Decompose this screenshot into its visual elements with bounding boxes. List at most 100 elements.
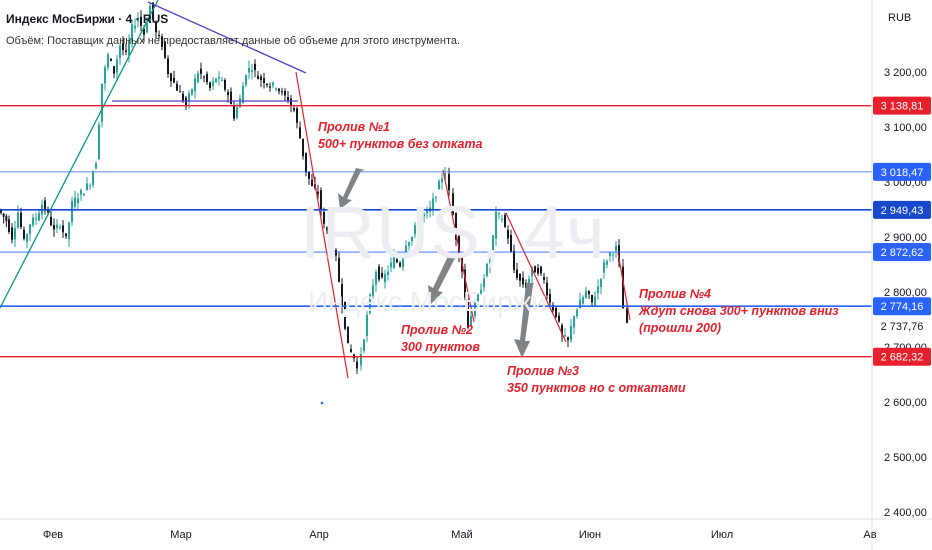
candle-body <box>626 308 628 323</box>
candle-body <box>221 80 223 82</box>
x-tick-label: Апр <box>309 529 328 541</box>
candle-body <box>552 305 554 311</box>
annotation-drop2: Пролив №2 300 пунктов <box>401 322 480 356</box>
candle-body <box>209 82 211 88</box>
candle-body <box>350 349 352 352</box>
x-tick-label: Ав <box>863 529 876 541</box>
candle-body <box>266 83 268 85</box>
candle-body <box>149 5 151 23</box>
candle-body <box>507 230 509 239</box>
candle-body <box>537 267 539 274</box>
annotation-drop4: Пролив №4 Ждут снова 300+ пунктов вниз (… <box>639 286 839 337</box>
candle-body <box>245 75 247 85</box>
candle-body <box>492 235 494 257</box>
candle-body <box>80 190 82 195</box>
candle-body <box>140 16 142 26</box>
level-price-tag <box>873 297 931 316</box>
annotation-line: Пролив №1 <box>318 120 390 134</box>
candle-body <box>263 78 265 83</box>
uptrend-line <box>0 0 159 309</box>
candle-body <box>347 326 349 344</box>
candle-body <box>272 82 274 86</box>
x-tick-label: Мар <box>170 529 192 541</box>
candle-body <box>455 213 457 240</box>
candle-body <box>50 216 52 226</box>
candle-body <box>426 209 428 214</box>
candle-body <box>317 191 319 194</box>
candle-body <box>131 24 133 42</box>
candle-body <box>254 63 256 71</box>
candle-body <box>308 171 310 179</box>
candles <box>0 2 628 374</box>
watermark-name: Индекс МосБиржи <box>308 286 548 317</box>
candle-body <box>498 213 500 215</box>
candle-body <box>0 209 2 213</box>
annotation-line: Пролив №2 <box>401 323 473 337</box>
candle-body <box>603 262 605 273</box>
candle-body <box>378 266 380 280</box>
candle-body <box>293 108 295 111</box>
candle-body <box>26 234 28 243</box>
candle-body <box>257 75 259 79</box>
candle-body <box>366 314 368 336</box>
candle-body <box>417 223 419 228</box>
last-price-label: 2 737,76 <box>881 321 924 333</box>
candle-body <box>17 212 19 228</box>
candle-body <box>20 212 22 227</box>
candle-body <box>467 299 469 328</box>
candle-body <box>215 78 217 83</box>
candle-body <box>2 213 5 217</box>
candle-body <box>89 185 91 187</box>
currency-label[interactable]: RUB <box>888 12 912 24</box>
candle-body <box>411 236 413 242</box>
candle-body <box>338 257 340 282</box>
candle-body <box>167 58 169 74</box>
candle-body <box>296 108 298 123</box>
candle-body <box>305 152 307 173</box>
candle-body <box>396 259 398 263</box>
candle-body <box>546 282 548 296</box>
candle-body <box>543 277 545 281</box>
candle-body <box>423 213 425 217</box>
candle-body <box>363 339 365 351</box>
candle-body <box>59 226 61 228</box>
drop4-line <box>617 252 631 321</box>
candle-body <box>420 217 422 223</box>
candle-body <box>390 262 392 268</box>
level-price-label: 2 682,32 <box>881 352 924 364</box>
candle-body <box>477 294 479 305</box>
candle-body <box>35 218 37 220</box>
candle-body <box>107 54 109 68</box>
annotation-line: 350 пунктов но с откатами <box>507 381 686 395</box>
candle-body <box>230 91 232 105</box>
candle-body <box>38 213 40 221</box>
candle-body <box>248 67 250 73</box>
candle-body <box>360 354 362 366</box>
candle-body <box>564 335 566 337</box>
candle-body <box>591 294 593 303</box>
candle-body <box>44 200 46 211</box>
candle-body <box>311 179 313 186</box>
candle-body <box>384 273 386 283</box>
watermark-symbol: IRUS, 4ч <box>300 191 606 274</box>
candle-body <box>113 66 115 74</box>
candle-body <box>260 76 262 80</box>
candle-body <box>555 307 557 317</box>
price-axis[interactable]: 3 200,003 100,003 000,002 900,002 800,00… <box>871 0 927 550</box>
candle-body <box>137 17 139 22</box>
candle-body <box>170 73 172 82</box>
y-tick-label: 2 400,00 <box>884 507 927 519</box>
candle-body <box>23 229 25 239</box>
candle-body <box>540 266 542 274</box>
time-axis[interactable]: Фев Мар Апр Май Июн Июл Ав <box>0 518 932 541</box>
y-tick-label: 2 900,00 <box>884 232 927 244</box>
candle-body <box>161 36 163 47</box>
candle-body <box>381 272 383 278</box>
candle-body <box>510 234 512 252</box>
candle-body <box>194 78 196 92</box>
level-price-label: 2 872,62 <box>881 247 924 259</box>
candle-body <box>212 81 214 86</box>
candle-body <box>104 67 106 84</box>
candle-body <box>32 217 34 226</box>
